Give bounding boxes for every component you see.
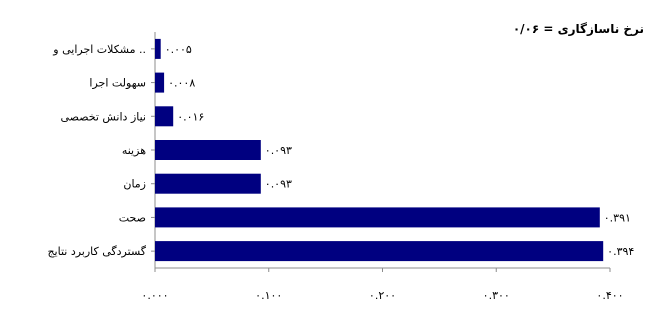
labels-layer: مشکلات اجرایی و .. ۰.۰۰۵ سهولت اجرا ۰.۰۰۸ نی…	[47, 43, 634, 258]
data-label: ۰.۰۹۳	[265, 178, 292, 191]
bar	[155, 106, 174, 127]
category-label: مشکلات اجرایی و ..	[52, 43, 146, 56]
data-label: ۰.۰۰۸	[168, 77, 195, 90]
category-label: صحت	[119, 211, 146, 224]
x-tick-label: ۰.۴۰۰	[596, 289, 623, 302]
x-tick-label: ۰.۳۰۰	[483, 289, 510, 302]
data-label: ۰.۰۹۳	[265, 144, 292, 157]
bar	[155, 72, 165, 93]
category-label: گستردگی کاربرد نتایج	[47, 245, 146, 258]
bar	[155, 38, 161, 59]
data-label: ۰.۳۹۴	[607, 245, 634, 258]
bar	[155, 140, 261, 160]
x-tick-label: ۰.۲۰۰	[369, 289, 396, 302]
x-tick-label: ۰.۱۰۰	[255, 289, 282, 302]
bar	[155, 207, 600, 228]
bars-layer	[155, 38, 604, 262]
ticks-layer: ۰.۰۰۰ ۰.۱۰۰ ۰.۲۰۰ ۰.۳۰۰ ۰.۴۰۰	[141, 48, 624, 302]
category-label: سهولت اجرا	[89, 77, 146, 90]
data-label: ۰.۰۱۶	[177, 110, 204, 123]
data-label: ۰.۰۰۵	[165, 43, 192, 56]
category-label: زمان	[123, 178, 146, 191]
category-label: هزینه	[122, 144, 146, 157]
inconsistency-ratio-annotation: نرخ ناسازگاری = ۰/۰۶	[513, 22, 644, 36]
x-tick-label: ۰.۰۰۰	[141, 289, 168, 302]
bar	[155, 173, 261, 194]
data-label: ۰.۳۹۱	[604, 211, 631, 224]
category-label: نیاز دانش تخصصی	[61, 110, 147, 123]
bar	[155, 241, 604, 262]
